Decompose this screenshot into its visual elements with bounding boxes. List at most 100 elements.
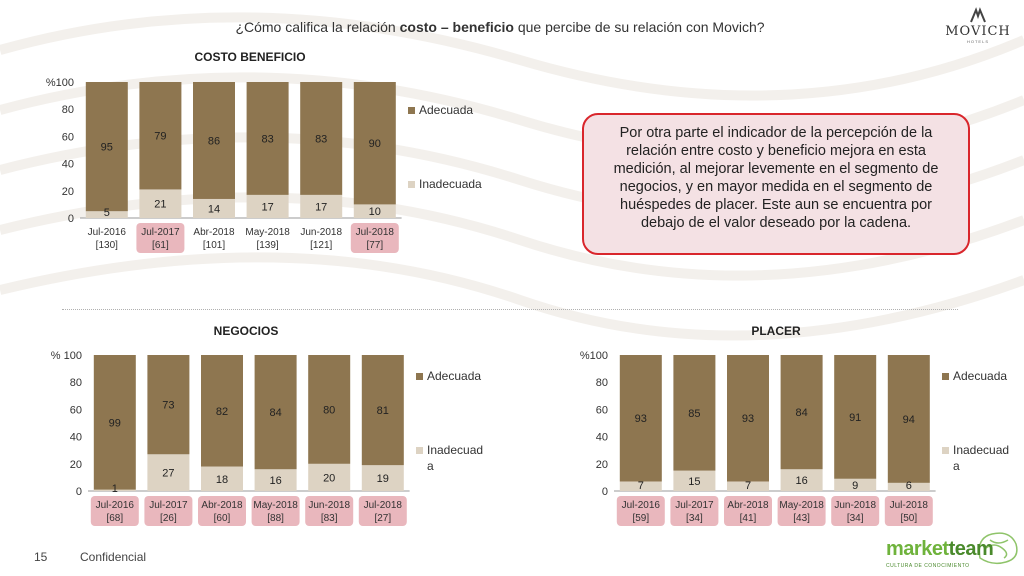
x-tick-base: [34] [686, 513, 703, 524]
page-question: ¿Cómo califica la relación costo – benef… [235, 19, 765, 35]
bar-adecuada [201, 355, 243, 467]
x-tick-base: [41] [740, 513, 757, 524]
x-tick-base: [50] [900, 513, 917, 524]
data-label-inadecuada: 9 [852, 480, 858, 492]
y-tick-label: 0 [602, 486, 608, 498]
chart-title-placer: PLACER [751, 324, 801, 338]
data-label-adecuada: 90 [369, 138, 381, 150]
data-label-adecuada: 99 [109, 417, 121, 429]
data-label-inadecuada: 16 [795, 475, 807, 487]
data-label-inadecuada: 21 [154, 199, 166, 211]
y-tick-label: 80 [596, 377, 608, 389]
x-tick-label: Jul-2018 [356, 227, 395, 238]
data-label-adecuada: 85 [688, 408, 700, 420]
x-tick-base: [61] [152, 240, 169, 251]
bar-inadecuada [300, 194, 343, 218]
chart-negocios: 0 20 40 60 80 % 100 99 1 Jul-2016 [68] 73 27 Jul-201… [51, 350, 483, 526]
category-highlight [90, 496, 139, 526]
x-tick-label: May-2018 [253, 500, 298, 511]
data-label-inadecuada: 18 [216, 474, 228, 486]
data-label-inadecuada: 7 [745, 480, 751, 492]
bar-inadecuada [673, 470, 716, 491]
x-tick-base: [59] [632, 513, 649, 524]
bar-inadecuada [308, 463, 351, 491]
y-tick-label: 20 [62, 186, 74, 198]
bar-adecuada [147, 355, 190, 455]
legend-label-inadecuada: Inadecuad [953, 443, 1009, 457]
y-tick-label: % 100 [51, 350, 82, 362]
data-label-adecuada: 82 [216, 406, 228, 418]
data-label-inadecuada: 7 [638, 480, 644, 492]
y-tick-label: 40 [62, 159, 74, 171]
x-tick-label: Jul-2018 [364, 500, 403, 511]
bar-adecuada [85, 82, 128, 212]
marketteam-brain-icon [978, 532, 1018, 565]
bar-adecuada [139, 82, 182, 190]
bar-inadecuada [619, 481, 662, 491]
x-tick-base: [83] [321, 513, 338, 524]
legend-swatch-inadecuada [416, 447, 423, 454]
category-highlight [724, 496, 772, 526]
x-tick-label: Jul-2017 [149, 500, 188, 511]
data-label-inadecuada: 5 [104, 207, 110, 219]
bar-inadecuada [780, 469, 823, 491]
data-label-adecuada: 84 [795, 407, 807, 419]
movich-logo [970, 7, 986, 23]
x-tick-base: [43] [793, 513, 810, 524]
bar-inadecuada [139, 189, 182, 218]
legend-label-inadecuada-wrap: a [427, 459, 434, 473]
y-tick-label: 40 [596, 432, 608, 444]
legend-swatch-adecuada [408, 107, 415, 114]
category-highlight [350, 223, 399, 253]
bar-adecuada [887, 355, 930, 483]
x-tick-label: Abr-2018 [727, 500, 769, 511]
category-highlight [831, 496, 880, 526]
bar-inadecuada [353, 204, 396, 218]
legend-label-adecuada: Adecuada [427, 369, 481, 383]
x-tick-label: Jul-2016 [88, 227, 127, 238]
x-tick-label: Jul-2016 [622, 500, 661, 511]
bar-adecuada [727, 355, 769, 482]
category-highlight [251, 496, 300, 526]
x-tick-base: [60] [214, 513, 231, 524]
chart-costo-beneficio: 0 20 40 60 80 %100 95 5 Jul-2016 [130] 79 21 Jul-201… [46, 77, 482, 253]
data-label-inadecuada: 16 [269, 475, 281, 487]
legend-label-adecuada: Adecuada [953, 369, 1007, 383]
bar-inadecuada [147, 454, 190, 491]
legend-swatch-inadecuada [942, 447, 949, 454]
x-tick-label: Abr-2018 [201, 500, 243, 511]
marketteam-tagline: CULTURA DE CONOCIMIENTO [886, 563, 970, 569]
bar-inadecuada [93, 489, 136, 491]
x-tick-label: Abr-2018 [193, 227, 235, 238]
category-highlight [136, 223, 185, 253]
legend-label-inadecuada-wrap: a [953, 459, 960, 473]
x-tick-label: May-2018 [779, 500, 824, 511]
bar-inadecuada [85, 211, 128, 218]
bar-inadecuada [201, 466, 243, 491]
section-divider [62, 309, 958, 310]
y-tick-label: 60 [70, 404, 82, 416]
x-tick-label: Jul-2017 [141, 227, 180, 238]
data-label-inadecuada: 27 [162, 468, 174, 480]
data-label-adecuada: 73 [162, 400, 174, 412]
x-tick-base: [68] [106, 513, 123, 524]
data-label-adecuada: 94 [903, 414, 915, 426]
page-number: 15 [34, 550, 48, 564]
analysis-note: Por otra parte el indicador de la percep… [582, 113, 970, 255]
y-tick-label: %100 [580, 350, 608, 362]
data-label-adecuada: 81 [377, 405, 389, 417]
x-tick-label: May-2018 [245, 227, 290, 238]
data-label-adecuada: 95 [101, 142, 113, 154]
x-tick-base: [26] [160, 513, 177, 524]
bar-inadecuada [361, 465, 404, 491]
bar-adecuada [254, 355, 297, 470]
y-tick-label: 80 [70, 377, 82, 389]
y-tick-label: 20 [70, 459, 82, 471]
data-label-adecuada: 80 [323, 404, 335, 416]
data-label-inadecuada: 17 [261, 201, 273, 213]
data-label-inadecuada: 10 [369, 206, 381, 218]
data-label-adecuada: 83 [315, 133, 327, 145]
data-label-inadecuada: 6 [906, 480, 912, 492]
data-label-adecuada: 84 [269, 407, 281, 419]
x-tick-base: [77] [366, 240, 383, 251]
